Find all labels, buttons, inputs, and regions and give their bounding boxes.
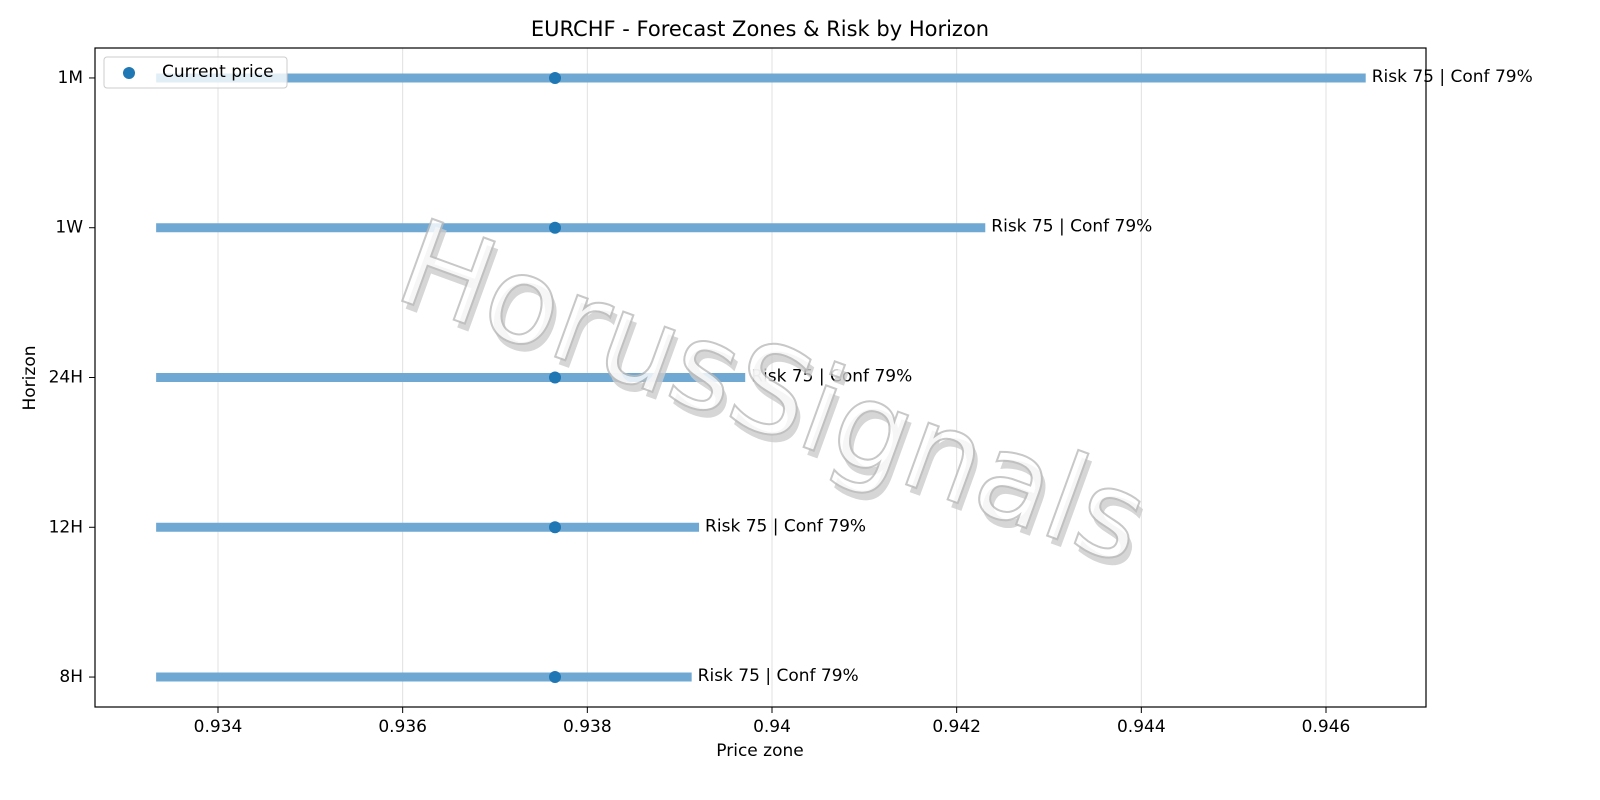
annotation: Risk 75 | Conf 79% <box>705 516 866 536</box>
x-tick-label: 0.94 <box>753 717 791 737</box>
x-tick-label: 0.942 <box>932 717 981 737</box>
x-tick-label: 0.938 <box>563 717 612 737</box>
x-axis-label: Price zone <box>716 741 803 761</box>
current-price-dot <box>549 521 562 534</box>
current-price-dot <box>549 221 562 234</box>
y-axis-label: Horizon <box>20 346 40 411</box>
annotation: Risk 75 | Conf 79% <box>991 217 1152 237</box>
y-tick-label: 24H <box>49 368 83 388</box>
annotation: Risk 75 | Conf 79% <box>1372 67 1533 87</box>
legend-box <box>103 56 288 89</box>
x-tick-label: 0.946 <box>1302 717 1351 737</box>
x-tick-label: 0.944 <box>1117 717 1166 737</box>
plot-frame <box>94 47 1427 708</box>
current-price-dot <box>549 71 562 84</box>
current-price-dot <box>549 371 562 384</box>
y-tick-label: 1W <box>55 218 83 238</box>
legend-label: Current price <box>162 62 274 82</box>
annotation: Risk 75 | Conf 79% <box>698 666 859 686</box>
current-price-dot <box>549 671 562 684</box>
y-tick-label: 12H <box>49 517 83 537</box>
x-tick-label: 0.934 <box>194 717 243 737</box>
x-tick-label: 0.936 <box>378 717 427 737</box>
legend-marker <box>123 67 135 79</box>
chart-title: EURCHF - Forecast Zones & Risk by Horizo… <box>531 17 989 41</box>
y-tick-label: 8H <box>59 667 83 687</box>
annotation: Risk 75 | Conf 79% <box>751 367 912 387</box>
y-tick-label: 1M <box>58 68 83 88</box>
